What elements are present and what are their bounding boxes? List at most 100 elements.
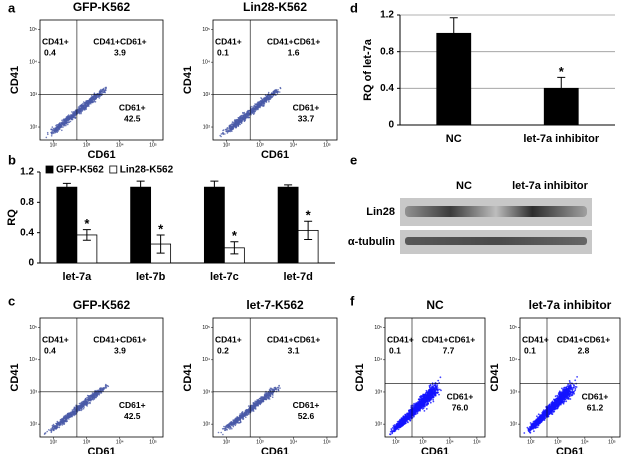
event-dot <box>251 110 254 113</box>
event-dot <box>62 126 64 128</box>
plot-title: GFP-K562 <box>73 0 131 14</box>
event-dot <box>237 125 240 127</box>
quadrant-value: 0.4 <box>44 47 56 57</box>
event-dot <box>274 387 277 390</box>
event-dot <box>53 427 55 430</box>
x-tick-label: 10⁵ <box>149 439 157 445</box>
event-dot <box>66 118 68 121</box>
event-dot <box>242 416 244 419</box>
y-tick-label: 10³ <box>203 92 211 98</box>
quadrant-label: CD41+CD61+ <box>267 334 320 344</box>
event-dot <box>433 393 436 396</box>
event-dot <box>429 391 432 393</box>
event-dot <box>246 413 249 415</box>
event-dot <box>45 136 48 139</box>
event-dot <box>222 433 224 436</box>
event-dot <box>430 388 432 391</box>
event-dot <box>413 402 415 405</box>
plot-frame <box>212 317 338 438</box>
event-dot <box>74 113 77 116</box>
event-dot <box>81 108 84 111</box>
event-dot <box>222 132 225 134</box>
event-dot <box>265 98 267 100</box>
event-dot <box>248 413 250 415</box>
event-dot <box>434 385 437 388</box>
plot-title: let-7-K562 <box>246 298 304 312</box>
quadrant-label: CD41+CD61+ <box>93 334 146 344</box>
event-dot <box>260 396 262 398</box>
event-dot <box>236 416 239 419</box>
x-axis-label: CD61 <box>261 446 289 454</box>
event-dot <box>233 125 235 127</box>
event-dot <box>417 409 420 412</box>
event-dot <box>435 391 438 394</box>
event-dot <box>412 407 415 410</box>
event-dot <box>68 418 70 420</box>
event-dot <box>59 422 61 424</box>
event-dot <box>58 426 61 429</box>
event-dot <box>242 114 244 117</box>
event-dot <box>279 86 282 89</box>
quadrant-value: 7.7 <box>443 345 455 355</box>
event-dot <box>425 389 428 392</box>
event-dot <box>400 420 403 422</box>
event-dot <box>423 395 426 398</box>
event-dot <box>225 130 227 133</box>
event-dot <box>58 424 61 427</box>
y-tick-label: 10⁵ <box>29 27 37 33</box>
event-dot <box>417 407 420 410</box>
event-dot <box>252 113 255 115</box>
event-dot <box>393 424 396 426</box>
event-dot <box>529 422 532 424</box>
event-dot <box>408 413 411 416</box>
event-dot <box>66 417 69 419</box>
y-tick-label: 0.4 <box>380 83 394 94</box>
event-dot <box>65 120 68 122</box>
event-dot <box>277 89 279 91</box>
event-dot <box>50 131 53 134</box>
event-dot <box>90 96 92 99</box>
event-dot <box>96 92 99 95</box>
event-dot <box>232 125 234 127</box>
event-dot <box>417 398 420 401</box>
event-dot <box>396 423 398 425</box>
event-dot <box>232 121 234 124</box>
event-dot <box>247 408 250 411</box>
event-dot <box>73 407 76 410</box>
event-dot <box>276 90 279 93</box>
event-dot <box>402 420 405 423</box>
quadrant-label: CD61+ <box>293 400 320 410</box>
event-dot <box>87 402 89 405</box>
event-dot <box>272 390 274 392</box>
event-dot <box>93 398 96 400</box>
event-dot <box>78 108 81 111</box>
y-tick-label: 10³ <box>375 389 383 395</box>
event-dot <box>232 127 234 129</box>
event-dot <box>89 398 91 401</box>
plot-frame <box>39 317 164 438</box>
quadrant-value: 3.9 <box>114 345 126 355</box>
panel-label: c <box>8 293 15 308</box>
event-dot <box>247 405 250 407</box>
event-dot <box>425 395 428 398</box>
event-dot <box>65 417 67 420</box>
western-blot <box>400 198 592 254</box>
quadrant-value: 0.1 <box>389 345 401 355</box>
event-dot <box>248 410 250 413</box>
event-dot <box>60 423 62 426</box>
event-dot <box>60 422 63 424</box>
event-dot <box>230 128 232 131</box>
event-dot <box>238 118 241 121</box>
event-dot <box>62 123 64 126</box>
event-dot <box>430 395 433 397</box>
y-tick-label: 0 <box>28 258 34 269</box>
event-dot <box>261 397 264 399</box>
y-tick-label: 10² <box>203 421 211 427</box>
event-dot <box>100 90 103 93</box>
event-dot <box>269 395 272 397</box>
event-dot <box>238 422 241 424</box>
event-dot <box>62 422 64 425</box>
event-dot <box>426 404 428 407</box>
event-dot <box>243 113 246 115</box>
y-tick-label: 0.4 <box>20 227 34 238</box>
